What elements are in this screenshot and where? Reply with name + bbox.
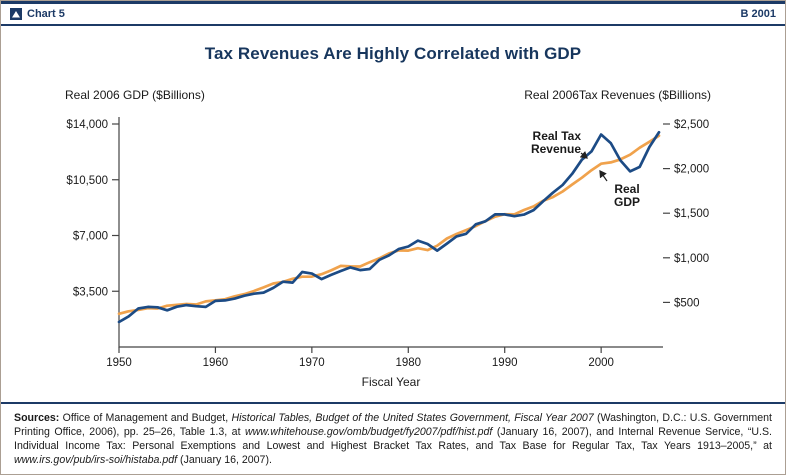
right-axis-tick-label: $1,500 [674, 208, 709, 220]
chart-area: Tax Revenues Are Highly Correlated with … [1, 26, 785, 402]
left-axis-tick-label: $14,000 [66, 119, 108, 131]
gdp-annotation-line2: GDP [613, 195, 640, 209]
sources-note: Sources: Office of Management and Budget… [1, 402, 785, 475]
gdp-annotation-line1: Real [614, 182, 640, 196]
tax-revenue-annotation-arrow [579, 150, 588, 159]
tax-revenue-annotation: Real Tax Revenue [497, 130, 581, 156]
x-axis-tick-label: 2000 [588, 357, 614, 369]
header-bar: Chart 5 B 2001 [1, 4, 785, 26]
sources-segment: (January 16, 2007). [180, 454, 272, 466]
tax-revenue-line [117, 130, 661, 324]
x-axis-tick-label: 1960 [203, 357, 229, 369]
right-axis-tick-label: $2,000 [674, 164, 709, 176]
chart-canvas: $14,000 $10,500 $7,000 $3,500 $2,500 $2,000 $1… [66, 117, 709, 389]
sources-segment: (Washington, D.C.: U.S. Government Print… [14, 412, 772, 438]
top-rule [1, 1, 785, 4]
x-axis-title: Fiscal Year [362, 375, 421, 389]
sources-segment: Office of Management and Budget, [62, 412, 232, 424]
tax-revenue-annotation-line2: Revenue [530, 142, 581, 156]
x-axis-tick-label: 1950 [106, 357, 132, 369]
chart-number-label: Chart 5 [27, 8, 65, 20]
sources-segment: Historical Tables, Budget of the United … [231, 412, 598, 424]
sources-segment: www.whitehouse.gov/omb/budget/fy2007/pdf… [245, 426, 497, 438]
x-axis-tick-label: 1980 [395, 357, 421, 369]
right-axis-tick-label: $2,500 [674, 119, 709, 131]
right-axis-title: Real 2006Tax Revenues ($Billions) [524, 88, 711, 102]
left-axis-tick-label: $10,500 [66, 175, 108, 187]
left-axis-tick-label: $7,000 [73, 231, 108, 243]
edition-code: B 2001 [740, 8, 776, 20]
sources-segment: www.irs.gov/pub/irs-soi/histaba.pdf [14, 454, 181, 466]
axes-layer: $14,000 $10,500 $7,000 $3,500 $2,500 $2,000 $1… [66, 117, 709, 389]
series-layer [117, 130, 661, 324]
left-axis-tick-label: $3,500 [73, 286, 108, 298]
chart-title: Tax Revenues Are Highly Correlated with … [204, 44, 582, 63]
sources-segment: (January 16, 2007), and Internal Revenue… [14, 426, 772, 452]
left-axis-title: Real 2006 GDP ($Billions) [65, 88, 205, 102]
gdp-line [117, 134, 661, 316]
x-axis-tick-label: 1970 [299, 357, 325, 369]
right-axis-tick-label: $500 [674, 297, 700, 309]
publisher-logo-icon [10, 8, 22, 20]
gdp-annotation-arrow [599, 170, 608, 182]
axis-frame [118, 117, 663, 348]
right-axis-tick-label: $1,000 [674, 253, 709, 265]
tax-revenue-annotation-line1: Real Tax [532, 129, 581, 143]
chart-label-group: Chart 5 [10, 8, 65, 20]
x-axis-tick-label: 1990 [492, 357, 518, 369]
sources-segment: Sources: [14, 412, 63, 424]
gdp-annotation: Real GDP [604, 183, 650, 209]
